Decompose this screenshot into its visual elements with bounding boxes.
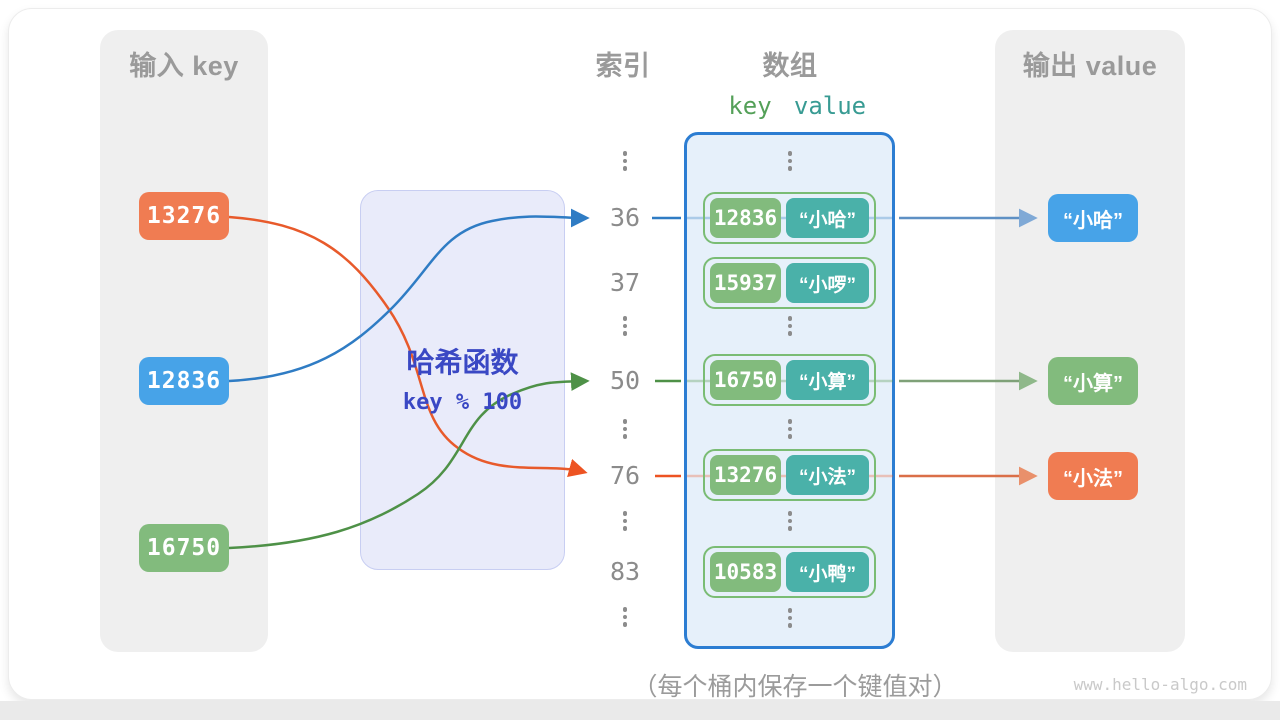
input-key-12836: 12836 bbox=[139, 357, 229, 405]
array-ellipsis-icon bbox=[787, 316, 793, 336]
watermark: www.hello-algo.com bbox=[1073, 675, 1247, 694]
bucket-value: “小鸭” bbox=[786, 552, 869, 592]
bucket-row-37: 15937 “小啰” bbox=[703, 257, 876, 309]
index-ellipsis-icon bbox=[622, 511, 628, 531]
bucket-row-50: 16750 “小算” bbox=[703, 354, 876, 406]
array-ellipsis-icon bbox=[787, 419, 793, 439]
output-value-xiaoha: “小哈” bbox=[1048, 194, 1138, 242]
output-value-xiaofa: “小法” bbox=[1048, 452, 1138, 500]
diagram-caption: （每个桶内保存一个键值对） bbox=[632, 673, 958, 701]
bucket-key: 15937 bbox=[710, 263, 781, 303]
index-label-50: 50 bbox=[609, 366, 641, 395]
index-label-36: 36 bbox=[609, 203, 641, 232]
bucket-value: “小啰” bbox=[786, 263, 869, 303]
bucket-row-83: 10583 “小鸭” bbox=[703, 546, 876, 598]
index-ellipsis-icon bbox=[622, 316, 628, 336]
output-column-panel bbox=[995, 30, 1185, 652]
array-ellipsis-icon bbox=[787, 151, 793, 171]
array-ellipsis-icon bbox=[787, 608, 793, 628]
index-ellipsis-icon bbox=[622, 607, 628, 627]
bucket-key: 16750 bbox=[710, 360, 781, 400]
input-column-title: 输入 key bbox=[129, 51, 239, 81]
index-ellipsis-icon bbox=[622, 151, 628, 171]
output-column-title: 输出 value bbox=[1022, 51, 1158, 81]
array-ellipsis-icon bbox=[787, 511, 793, 531]
curve-key16750-to-index50 bbox=[228, 372, 590, 550]
bucket-value: “小法” bbox=[786, 455, 869, 495]
array-key-header: key bbox=[728, 92, 772, 120]
hash-function-name: 哈希函数 bbox=[406, 347, 519, 378]
hash-function-formula: key % 100 bbox=[402, 390, 523, 415]
index-label-83: 83 bbox=[609, 557, 641, 586]
array-value-header: value bbox=[793, 92, 867, 120]
bucket-row-36: 12836 “小哈” bbox=[703, 192, 876, 244]
output-value-xiaosuan: “小算” bbox=[1048, 357, 1138, 405]
bucket-key: 10583 bbox=[710, 552, 781, 592]
bucket-key: 13276 bbox=[710, 455, 781, 495]
hash-function-box bbox=[360, 190, 565, 570]
index-label-76: 76 bbox=[609, 461, 641, 490]
page-bottom-band bbox=[0, 701, 1280, 720]
input-key-13276: 13276 bbox=[139, 192, 229, 240]
curve-key12836-to-index36 bbox=[228, 208, 590, 383]
bucket-value: “小哈” bbox=[786, 198, 869, 238]
index-label-37: 37 bbox=[609, 268, 641, 297]
bucket-row-76: 13276 “小法” bbox=[703, 449, 876, 501]
input-key-16750: 16750 bbox=[139, 524, 229, 572]
curve-key13276-to-index76 bbox=[228, 215, 588, 478]
bucket-value: “小算” bbox=[786, 360, 869, 400]
index-ellipsis-icon bbox=[622, 419, 628, 439]
bucket-key: 12836 bbox=[710, 198, 781, 238]
index-column-title: 索引 bbox=[595, 51, 651, 81]
array-column-title: 数组 bbox=[762, 51, 818, 81]
